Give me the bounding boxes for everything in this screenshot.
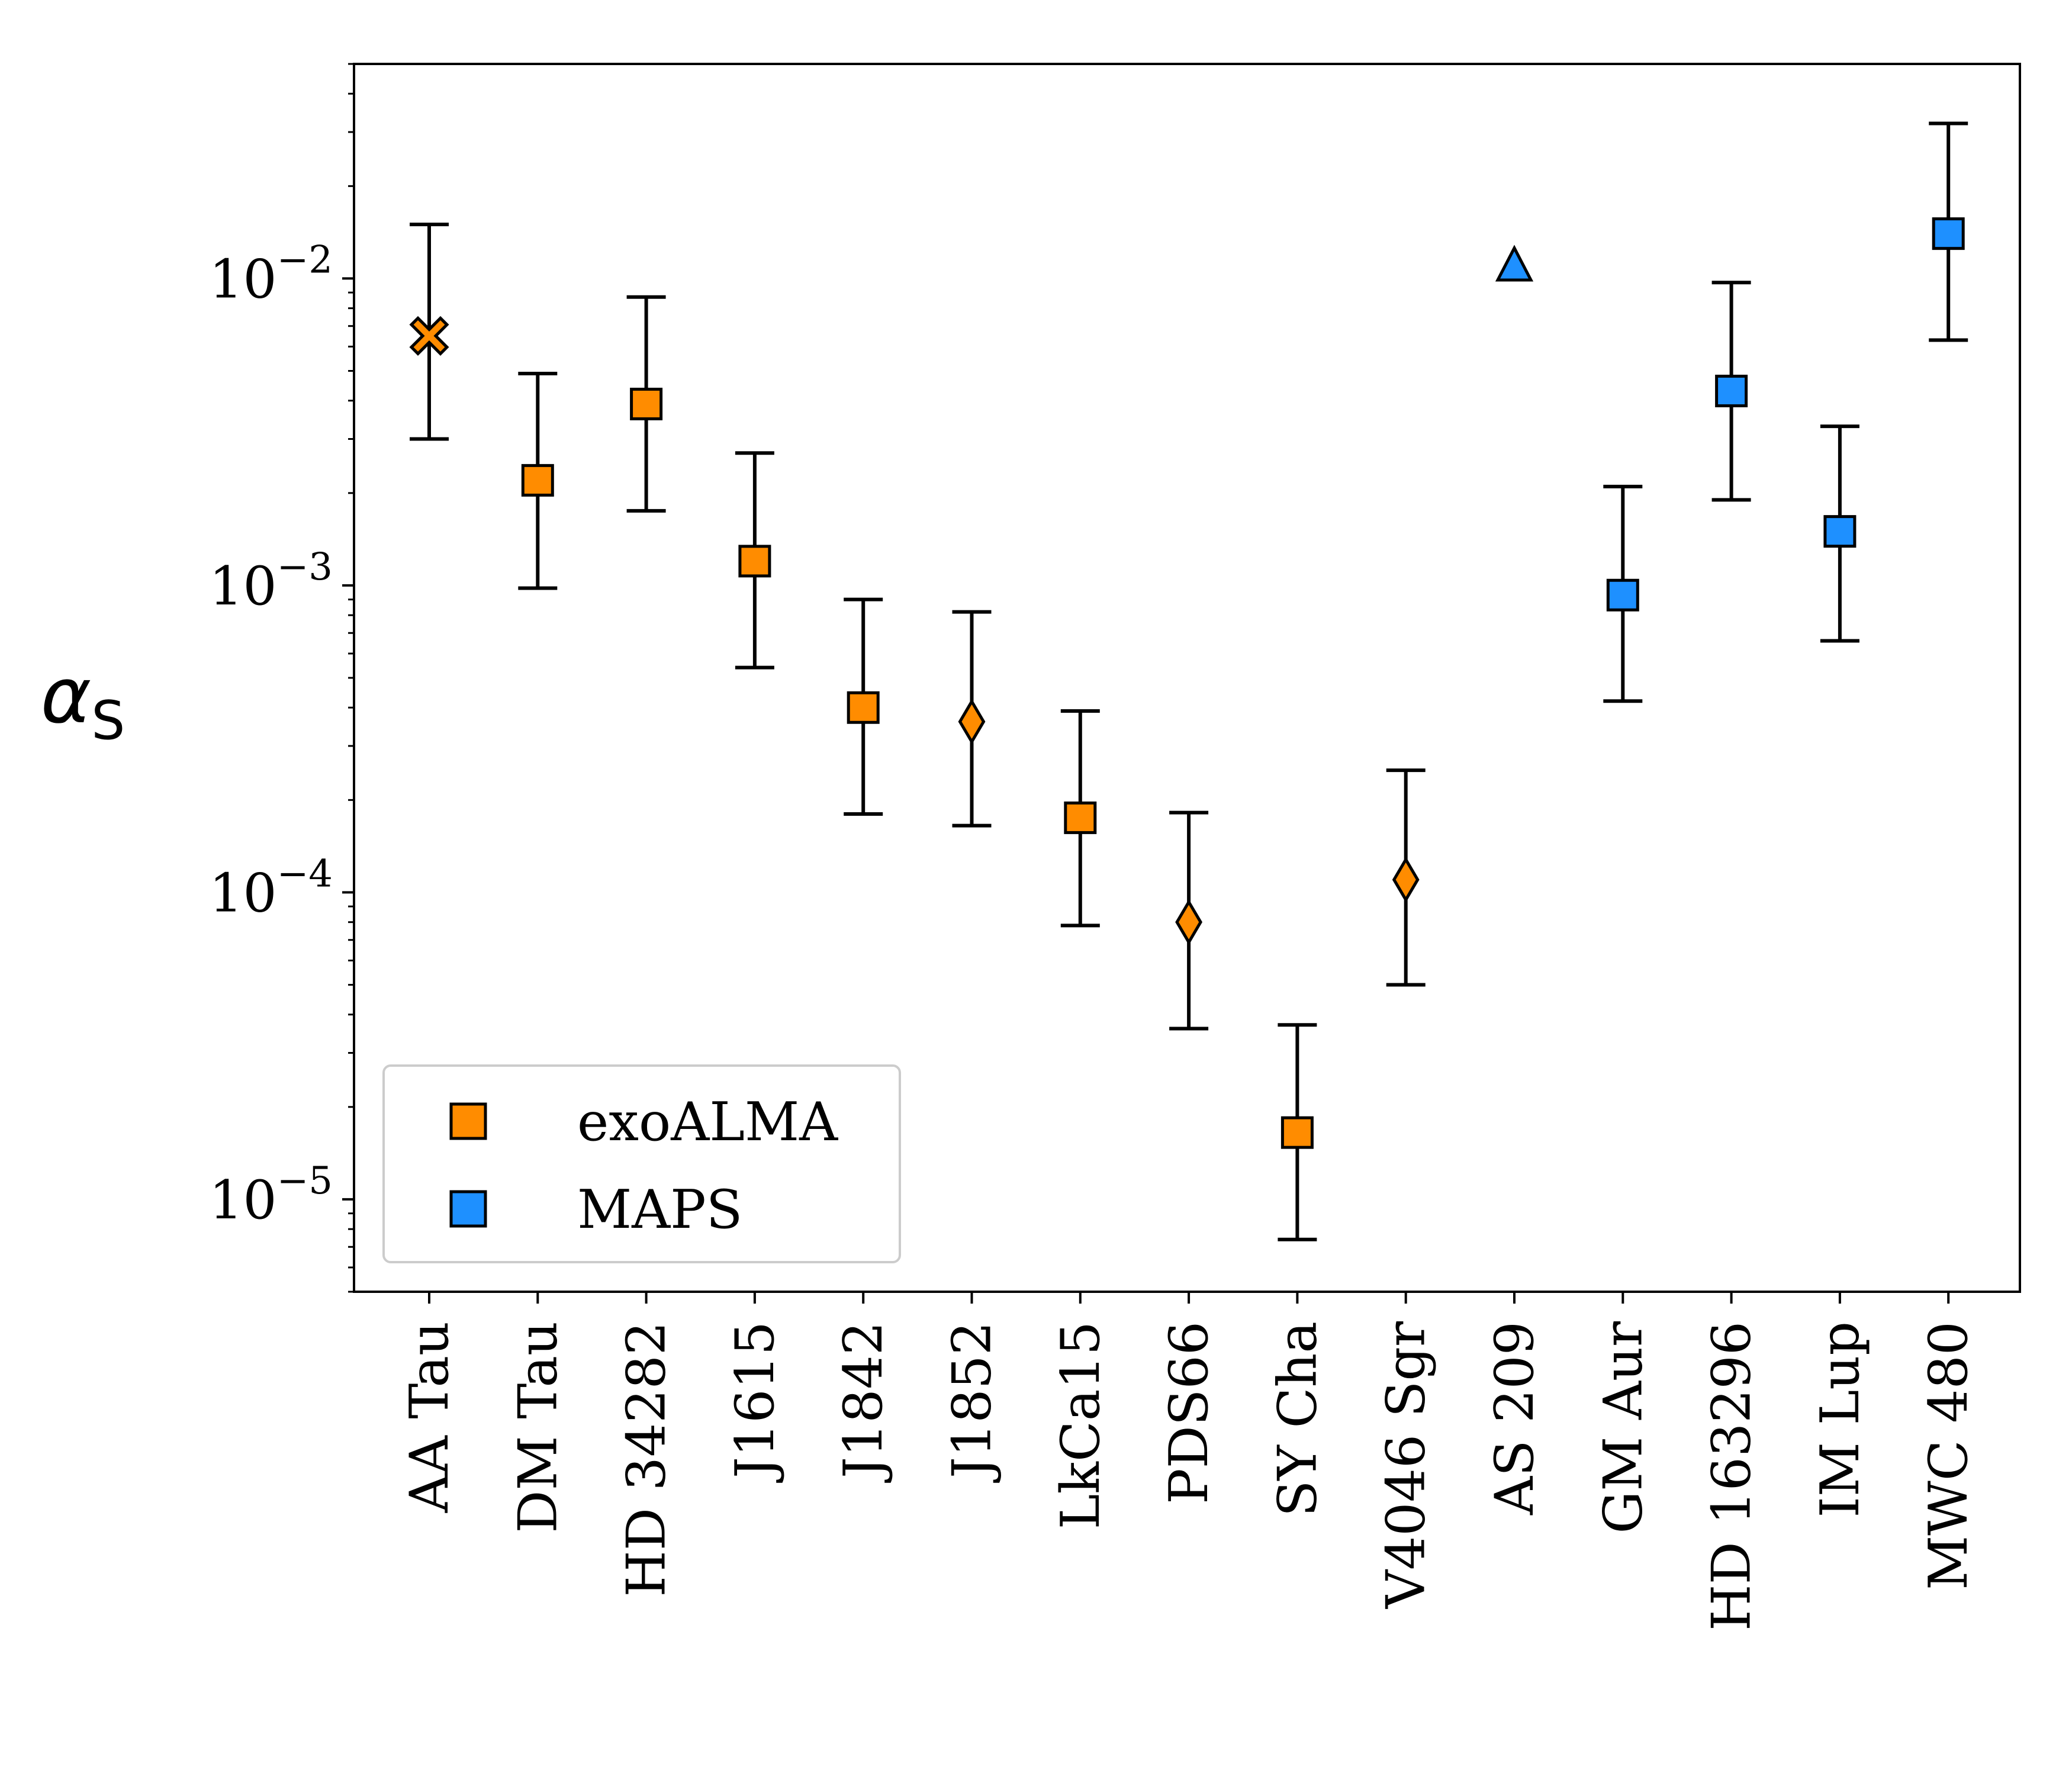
x-tick-label-gm-aur: GM Aur [1592, 1321, 1654, 1534]
x-tick-label-j1852: J1852 [941, 1321, 1003, 1483]
point-lkca15-marker [1064, 801, 1097, 834]
point-as-209-marker [1495, 244, 1534, 282]
x-tick-label-hd-34282: HD 34282 [616, 1321, 678, 1597]
x-tick-label-pds66: PDS66 [1158, 1321, 1220, 1504]
legend-marker-maps [449, 1190, 487, 1228]
y-tick-label: 10−5 [209, 1159, 333, 1231]
x-tick-label-mwc-480: MWC 480 [1917, 1321, 1980, 1590]
y-axis-label: αS [41, 651, 126, 752]
x-tick-label-lkca15: LkCa15 [1050, 1321, 1112, 1529]
y-tick-label: 10−4 [209, 852, 333, 924]
legend-label-maps: MAPS [577, 1179, 742, 1241]
point-hd-163296-marker [1715, 374, 1748, 407]
axes-layer: 10−2 10−3 10−4 10−5 αS AA Tau DM Tau HD 34282 J1… [41, 63, 2021, 1631]
point-im-lup-marker [1823, 515, 1857, 548]
point-j1842-marker [847, 691, 880, 724]
legend-marker-exoalma [449, 1102, 487, 1140]
y-tick-label: 10−3 [209, 545, 333, 617]
x-tick-label-j1615: J1615 [724, 1321, 786, 1483]
x-tick-label-as-209: AS 209 [1484, 1321, 1546, 1516]
x-tick-label-aa-tau: AA Tau [398, 1321, 461, 1513]
x-tick-label-dm-tau: DM Tau [507, 1321, 569, 1533]
x-tick-label-sy-cha: SY Cha [1266, 1321, 1328, 1517]
point-v4046-sgr-marker [1392, 857, 1420, 903]
x-tick-label-v4046-sgr: V4046 Sgr [1375, 1321, 1437, 1609]
point-gm-aur-marker [1606, 578, 1639, 612]
legend: exoALMA MAPS [382, 1064, 901, 1263]
point-dm-tau-marker [521, 464, 554, 497]
plot-layer [409, 121, 1968, 1241]
x-tick-label-j1842: J1842 [832, 1321, 895, 1483]
legend-box [382, 1064, 901, 1263]
y-tick-label: 10−2 [209, 238, 333, 310]
point-j1615-marker [738, 545, 771, 578]
point-mwc-480-marker [1932, 217, 1965, 250]
x-tick-label-hd-163296: HD 163296 [1701, 1321, 1763, 1631]
x-tick-label-im-lup: IM Lup [1809, 1321, 1871, 1518]
point-aa-tau-marker [409, 316, 449, 356]
point-pds66-marker [1175, 899, 1203, 945]
point-j1852-marker [958, 699, 986, 745]
point-hd-34282-marker [630, 387, 663, 420]
legend-label-exoalma: exoALMA [577, 1091, 838, 1153]
point-sy-cha-marker [1280, 1116, 1314, 1149]
